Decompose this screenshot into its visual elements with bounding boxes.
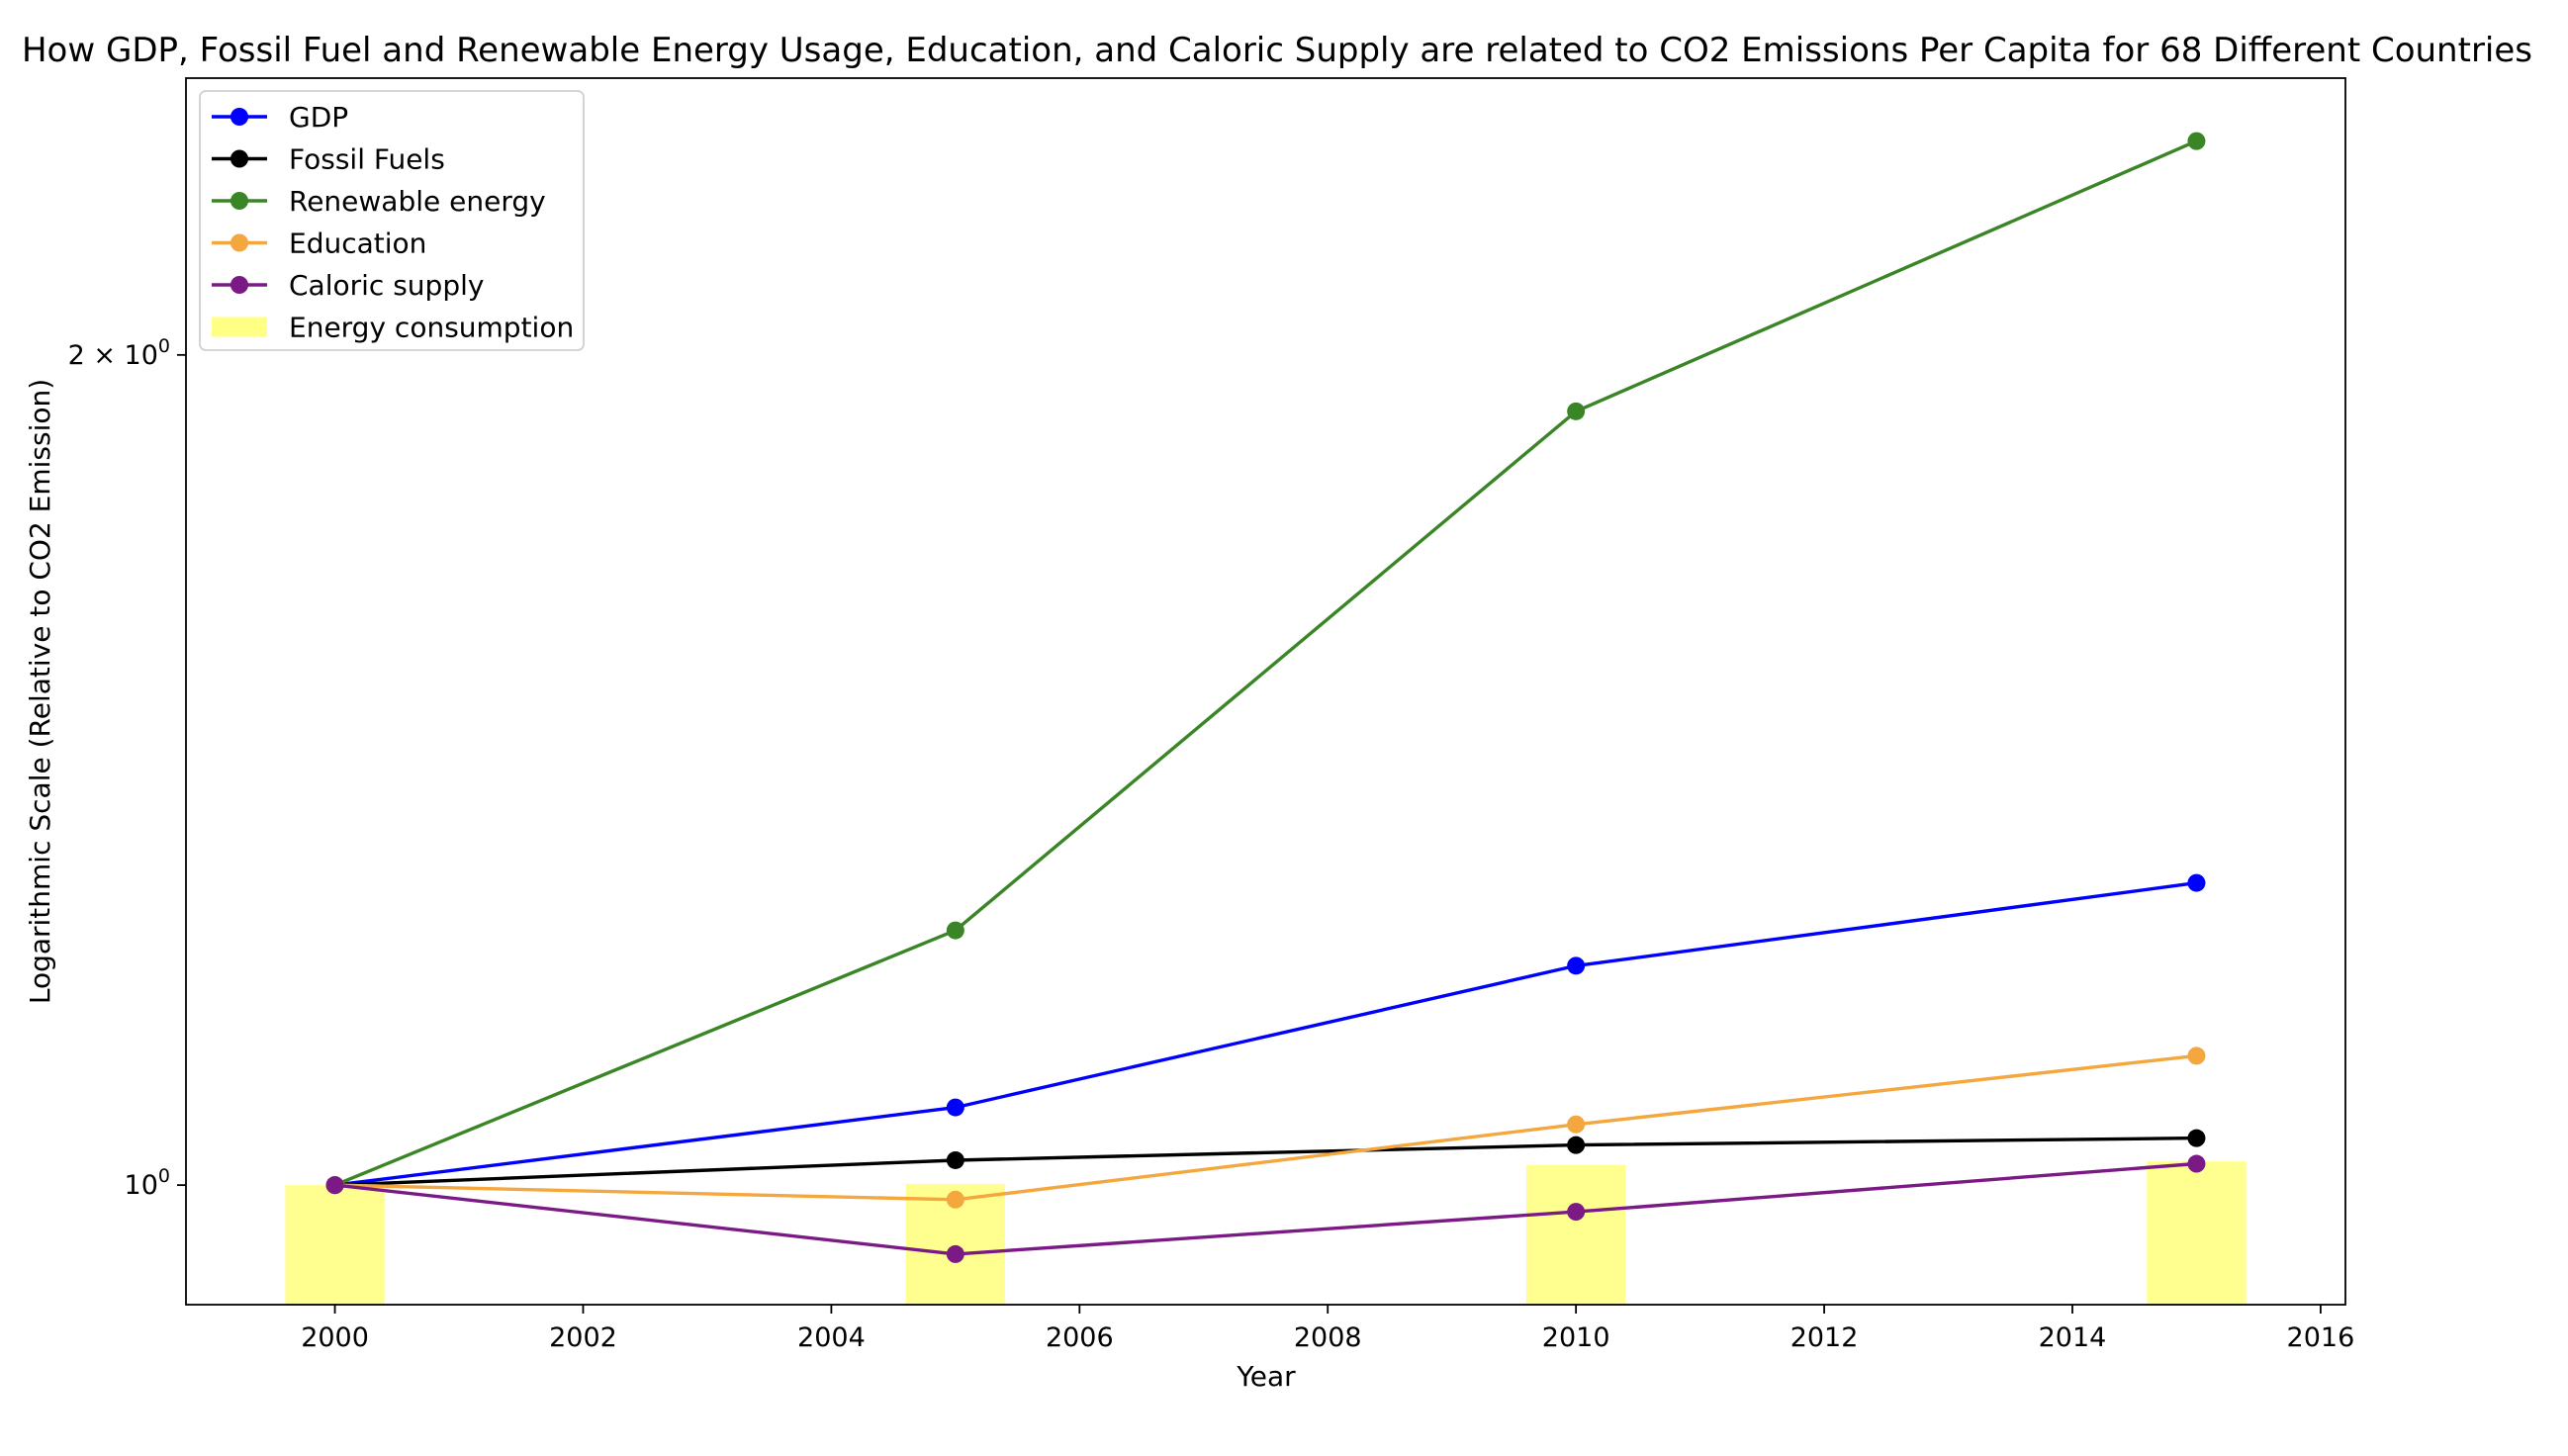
legend-label-energy-consumption: Energy consumption [289,312,574,344]
x-tick-label-2012: 2012 [1790,1322,1859,1353]
x-tick-label-2002: 2002 [549,1322,617,1353]
x-tick-label-2004: 2004 [797,1322,866,1353]
series-line-fossil-fuels [334,1136,2197,1187]
point-gdp-2015 [2187,873,2206,892]
bar-energy-consumption-2010 [1525,1164,1626,1305]
point-gdp-2010 [1567,956,1586,975]
series-line-education [334,1053,2197,1202]
series-lines [325,132,2206,1263]
point-renewable-energy-2005 [946,921,964,940]
x-tick-label-2016: 2016 [2287,1322,2355,1353]
point-education-2010 [1567,1115,1586,1134]
legend-label-education: Education [289,228,426,260]
x-tick-label-2010: 2010 [1542,1322,1610,1353]
legend-marker-fossil-fuels [230,149,248,168]
legend-marker-education [230,233,248,252]
y-axis-ticks: 100 2 × 100 [68,335,186,1201]
y-axis-label: Logarithmic Scale (Relative to CO2 Emiss… [24,379,56,1004]
legend-label-gdp: GDP [289,101,348,134]
point-renewable-energy-2015 [2187,132,2206,150]
legend: GDP Fossil Fuels Renewable energy Education… [199,90,585,351]
point-education-2005 [946,1190,964,1209]
legend-swatch-energy-consumption [212,317,267,337]
point-renewable-energy-2010 [1567,402,1586,420]
legend-marker-gdp [230,108,248,126]
point-caloric-supply-2010 [1567,1203,1586,1222]
series-line-gdp [334,880,2197,1187]
legend-box [199,90,585,351]
legend-label-renewable-energy: Renewable energy [289,185,546,218]
x-axis-ticks: 2000 2002 2004 2006 2008 2010 2012 2014 2016 [301,1305,2354,1353]
bar-energy-consumption-2000 [285,1185,385,1305]
point-fossil-fuels-2005 [946,1150,964,1169]
series-line-renewable-energy [333,139,2198,1187]
point-caloric-supply-2005 [946,1244,964,1263]
plot-frame [185,77,2346,1306]
point-education-2015 [2187,1046,2206,1065]
point-fossil-fuels-2015 [2187,1129,2206,1147]
point-gdp-2005 [946,1098,964,1117]
y-tick-label-2: 2 × 100 [68,335,170,371]
x-tick-label-2006: 2006 [1046,1322,1114,1353]
x-tick-label-2008: 2008 [1294,1322,1362,1353]
point-caloric-supply-2000 [325,1176,344,1195]
legend-items: GDP Fossil Fuels Renewable energy Education… [212,101,574,344]
chart-title: How GDP, Fossil Fuel and Renewable Energ… [22,31,2532,70]
x-tick-label-2000: 2000 [301,1322,369,1353]
energy-consumption-bars [285,1161,2247,1305]
series-line-caloric-supply [334,1161,2197,1256]
point-caloric-supply-2015 [2187,1154,2206,1173]
legend-label-fossil-fuels: Fossil Fuels [289,143,445,176]
legend-marker-caloric-supply [230,276,248,294]
legend-label-caloric-supply: Caloric supply [289,269,484,302]
y-tick-label-1: 100 [125,1165,170,1201]
x-axis-label: Year [1236,1360,1296,1393]
legend-marker-renewable-energy [230,192,248,210]
bar-energy-consumption-2015 [2147,1161,2247,1305]
point-fossil-fuels-2010 [1567,1136,1586,1154]
x-tick-label-2014: 2014 [2039,1322,2107,1353]
